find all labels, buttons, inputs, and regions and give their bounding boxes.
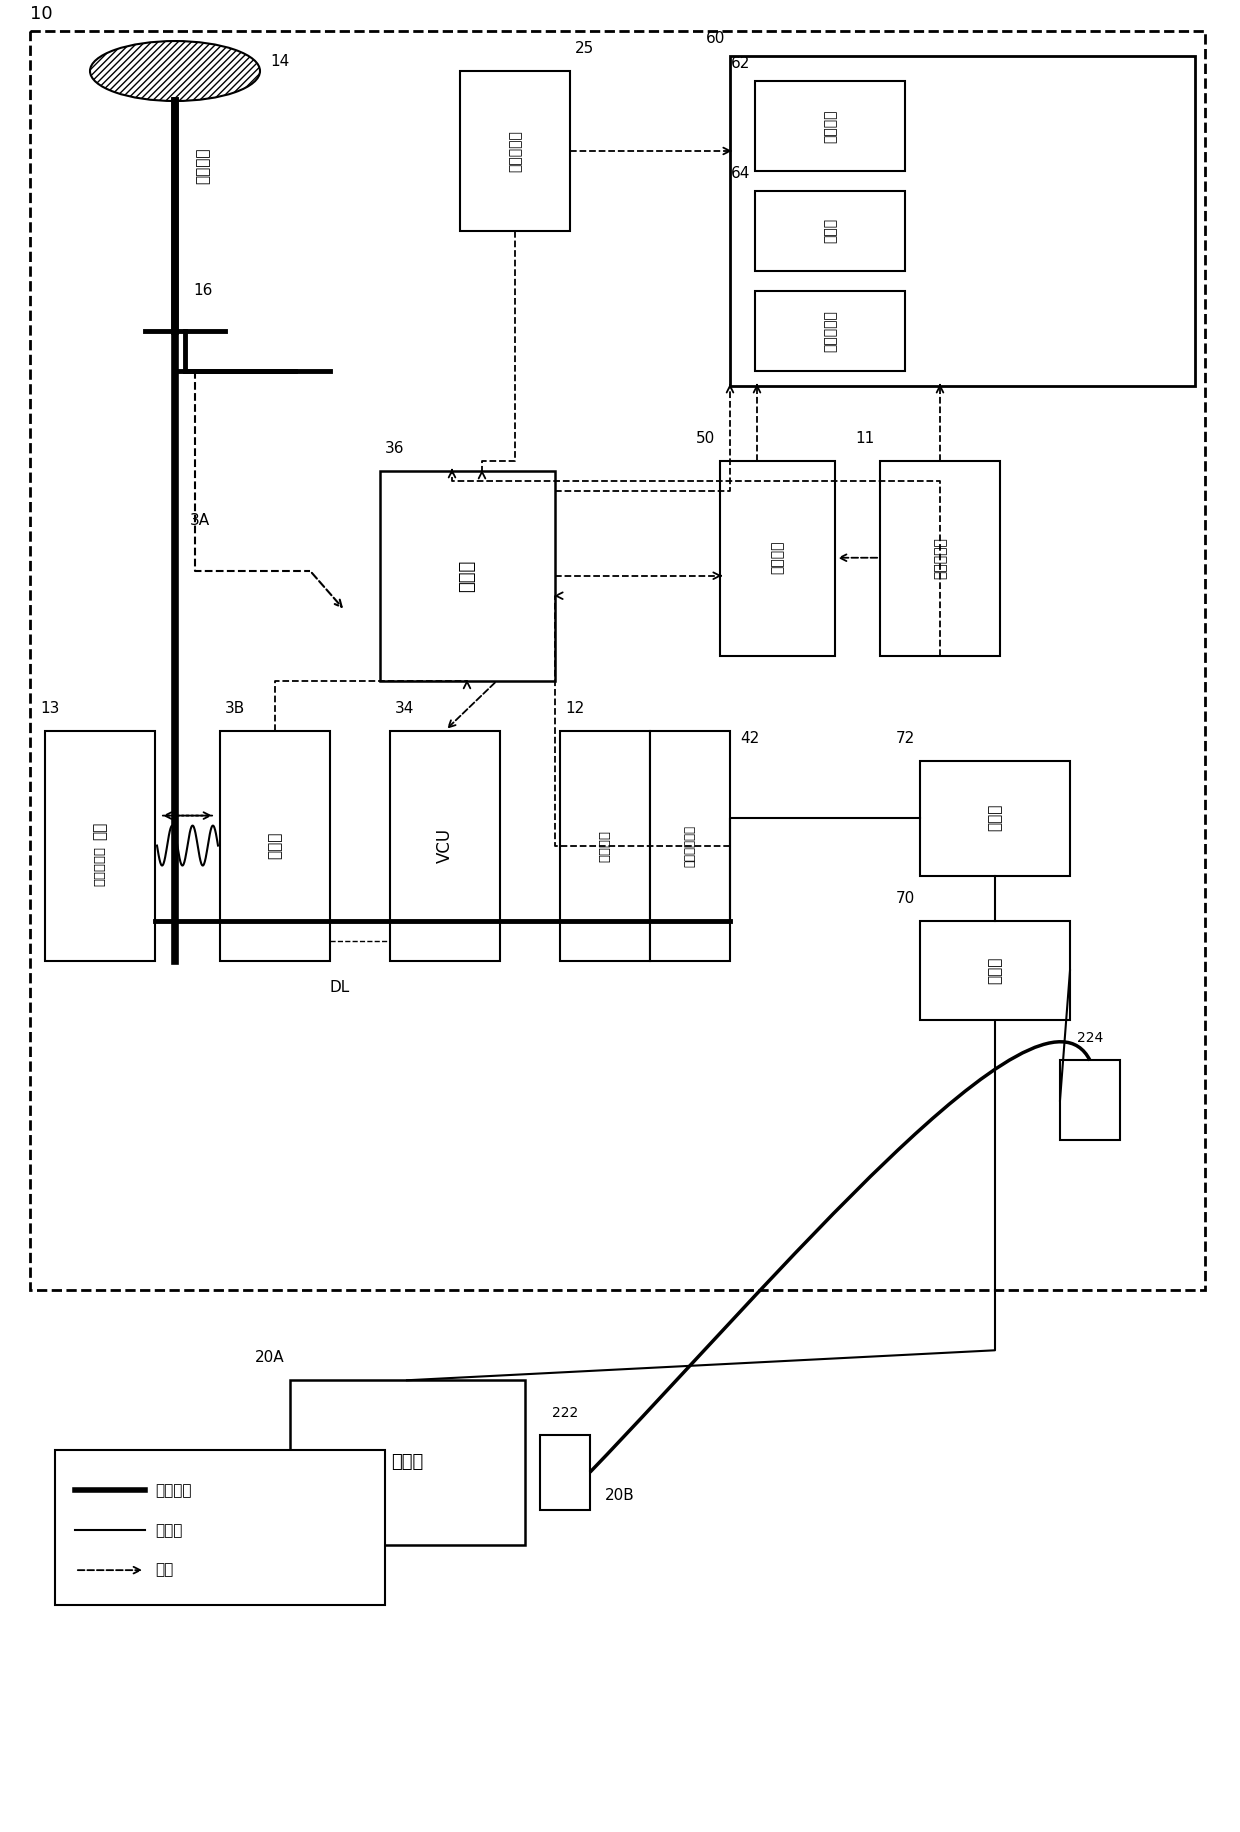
Text: 62: 62 bbox=[730, 57, 750, 71]
Text: 信号: 信号 bbox=[155, 1563, 174, 1577]
Text: 36: 36 bbox=[384, 442, 404, 456]
Text: VCU: VCU bbox=[436, 828, 454, 863]
Text: 二次电池: 二次电池 bbox=[599, 830, 611, 861]
Text: 3A: 3A bbox=[190, 513, 210, 528]
Text: （电动机）: （电动机） bbox=[93, 846, 107, 885]
Text: 12: 12 bbox=[565, 700, 584, 716]
Text: 3B: 3B bbox=[224, 700, 246, 716]
Bar bbox=[720, 462, 835, 656]
Bar bbox=[730, 57, 1195, 387]
Text: 34: 34 bbox=[396, 700, 414, 716]
Bar bbox=[880, 462, 999, 656]
Text: 显示部: 显示部 bbox=[823, 218, 837, 244]
Bar bbox=[560, 731, 650, 960]
Text: 电连接: 电连接 bbox=[155, 1522, 182, 1537]
Text: 224: 224 bbox=[1076, 1031, 1104, 1046]
Text: 70: 70 bbox=[895, 890, 915, 905]
Bar bbox=[219, 731, 330, 960]
Text: 控制部: 控制部 bbox=[458, 559, 476, 592]
Text: DL: DL bbox=[330, 980, 350, 995]
Text: 64: 64 bbox=[730, 167, 750, 181]
Bar bbox=[1060, 1061, 1120, 1140]
Bar bbox=[920, 760, 1070, 876]
Text: 16: 16 bbox=[193, 284, 212, 299]
Text: 60: 60 bbox=[706, 31, 725, 46]
Text: 充电器: 充电器 bbox=[391, 1453, 423, 1471]
Bar bbox=[920, 920, 1070, 1020]
Bar bbox=[755, 291, 905, 370]
Text: 14: 14 bbox=[270, 53, 289, 68]
Bar bbox=[391, 731, 500, 960]
Bar bbox=[460, 71, 570, 231]
Text: 显示控制部: 显示控制部 bbox=[823, 310, 837, 352]
Text: 25: 25 bbox=[575, 40, 594, 57]
Text: 变换器: 变换器 bbox=[268, 832, 283, 859]
Bar bbox=[30, 31, 1205, 1290]
Ellipse shape bbox=[91, 40, 260, 101]
Text: 20A: 20A bbox=[255, 1350, 285, 1365]
Bar bbox=[290, 1379, 525, 1544]
Text: 模型生成部: 模型生成部 bbox=[932, 537, 947, 579]
Text: 11: 11 bbox=[856, 431, 875, 445]
Text: 蓄电池传感器: 蓄电池传感器 bbox=[683, 824, 697, 867]
Text: 马达: 马达 bbox=[93, 821, 108, 839]
Text: 13: 13 bbox=[40, 700, 60, 716]
Text: 机械连结: 机械连结 bbox=[155, 1482, 191, 1499]
Bar bbox=[755, 81, 905, 170]
Text: 显示装置: 显示装置 bbox=[823, 110, 837, 143]
Bar bbox=[379, 471, 556, 682]
Text: 222: 222 bbox=[552, 1407, 578, 1420]
Text: 42: 42 bbox=[740, 731, 759, 746]
Bar bbox=[650, 731, 730, 960]
Bar bbox=[55, 1451, 384, 1605]
Text: 制动装置: 制动装置 bbox=[195, 148, 210, 185]
Text: 72: 72 bbox=[895, 731, 915, 746]
Text: 车辆传感器: 车辆传感器 bbox=[508, 130, 522, 172]
Bar bbox=[45, 731, 155, 960]
Bar bbox=[755, 191, 905, 271]
Text: 充电口: 充电口 bbox=[987, 956, 1002, 984]
Text: 通信装置: 通信装置 bbox=[770, 540, 784, 575]
Text: 50: 50 bbox=[696, 431, 715, 445]
Text: 转换器: 转换器 bbox=[987, 804, 1002, 832]
Bar bbox=[539, 1434, 590, 1510]
Text: 20B: 20B bbox=[605, 1488, 635, 1502]
Text: 10: 10 bbox=[30, 5, 52, 24]
